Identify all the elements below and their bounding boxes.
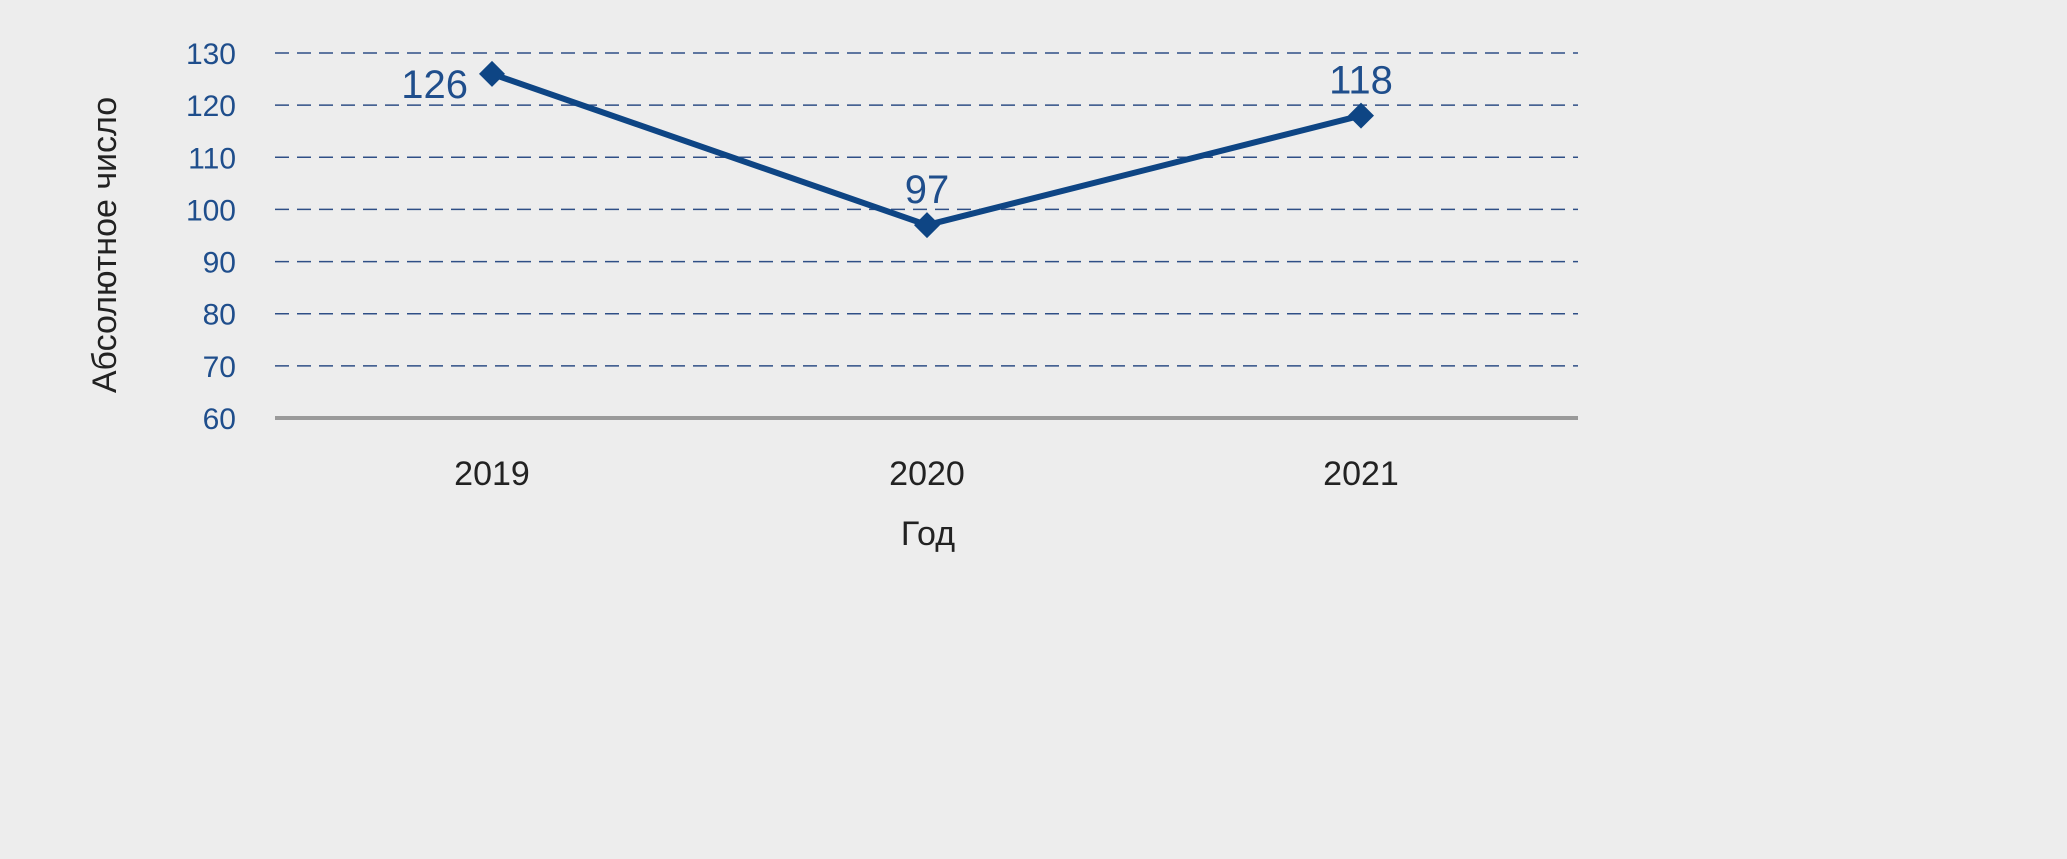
data-label: 126 — [401, 63, 468, 107]
y-tick-label: 130 — [186, 38, 236, 71]
x-tick-label: 2019 — [454, 455, 530, 493]
y-axis-ticks: 60 70 80 90 100 110 120 130 — [186, 38, 236, 436]
series — [479, 60, 1374, 239]
data-labels: 126 97 118 — [401, 59, 1393, 213]
x-tick-label: 2021 — [1323, 455, 1399, 493]
y-tick-label: 80 — [203, 299, 236, 332]
y-tick-label: 60 — [203, 403, 236, 436]
y-tick-label: 120 — [186, 90, 236, 123]
grid-lines — [275, 52, 1578, 420]
data-label: 118 — [1329, 59, 1393, 103]
x-axis-title: Год — [901, 515, 955, 553]
data-point-marker — [479, 60, 505, 87]
x-tick-label: 2020 — [889, 455, 965, 493]
y-tick-label: 90 — [203, 247, 236, 280]
y-tick-label: 70 — [203, 351, 236, 384]
data-label: 97 — [905, 168, 950, 212]
y-axis-title: Абсолютное число — [86, 97, 124, 393]
data-point-marker — [914, 212, 940, 239]
x-axis-ticks: 2019 2020 2021 — [454, 455, 1399, 493]
y-tick-label: 110 — [188, 142, 236, 175]
y-tick-label: 100 — [186, 194, 236, 227]
data-point-marker — [1348, 102, 1374, 129]
